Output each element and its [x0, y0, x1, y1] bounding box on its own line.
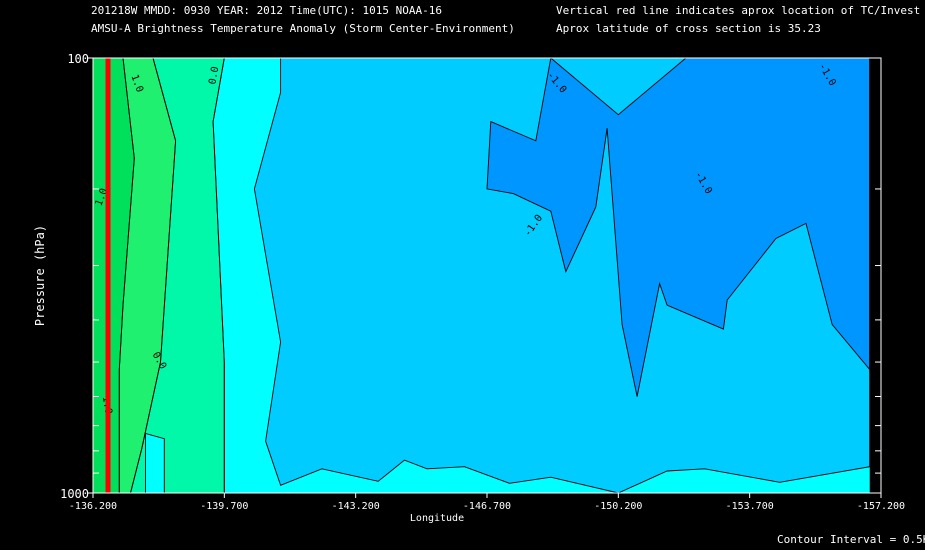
- contour-lines: [93, 58, 881, 493]
- no-data-strip: [869, 58, 881, 493]
- contour-line-level-0: [212, 58, 881, 493]
- x-tick-label: -153.700: [726, 501, 774, 512]
- x-tick-label: -150.200: [594, 501, 642, 512]
- x-tick-label: -139.700: [200, 501, 248, 512]
- storm-location-note: Vertical red line indicates aprox locati…: [556, 4, 921, 17]
- contour-line-level-neg0p5: [253, 58, 871, 493]
- cross-section-latitude-note: Aprox latitude of cross section is 35.23: [556, 22, 821, 35]
- contour-fill-level-1: [119, 58, 176, 493]
- x-tick-label: -157.200: [857, 501, 905, 512]
- axes: -136.200 -139.700 -143.200 -146.700 -150.200…: [33, 52, 905, 524]
- x-axis-label: Longitude: [410, 513, 464, 524]
- x-tick-label: -146.700: [463, 501, 511, 512]
- contour-interval-label: Contour Interval = 0.5K: [777, 533, 925, 546]
- y-tick-label: 1000: [60, 487, 89, 501]
- contour-line-level-neg1: [486, 58, 871, 397]
- contour-fills: [93, 58, 881, 493]
- contour-label: 0.0: [207, 66, 221, 86]
- chart-title: AMSU-A Brightness Temperature Anomaly (S…: [91, 22, 515, 35]
- chart-header-info: 201218W MMDD: 0930 YEAR: 2012 Time(UTC):…: [91, 4, 442, 17]
- y-axis-label: Pressure (hPa): [33, 225, 47, 326]
- y-tick-label: 100: [67, 52, 89, 66]
- x-tick-label: -143.200: [332, 501, 380, 512]
- x-tick-label: -136.200: [69, 501, 117, 512]
- contour-fill-level-1p5: [93, 58, 135, 493]
- contour-fill-level-neg1: [487, 58, 870, 397]
- contour-fill-level-0p5: [130, 58, 225, 493]
